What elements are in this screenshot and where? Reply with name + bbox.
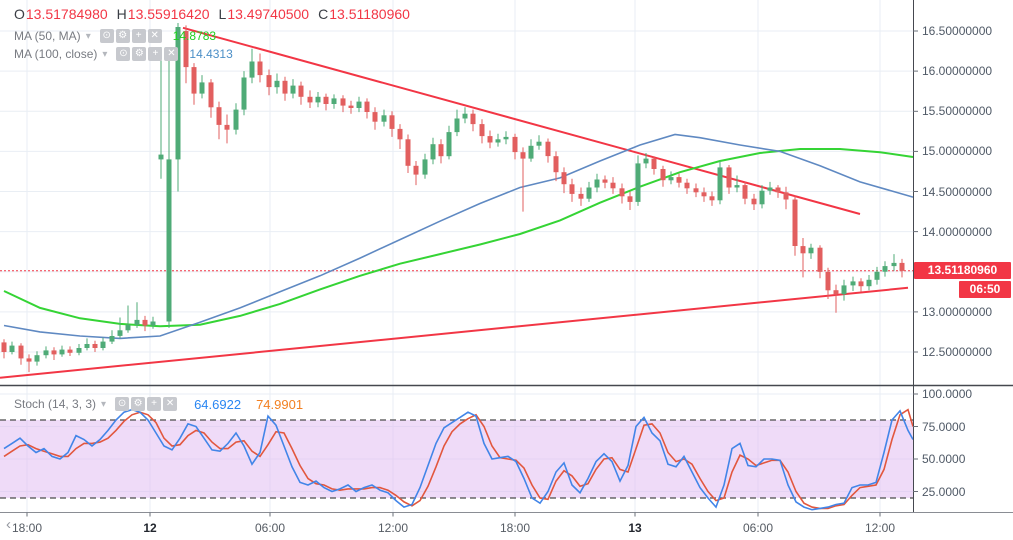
close-icon[interactable]: ✕ (164, 47, 179, 61)
chevron-down-icon[interactable]: ▾ (102, 48, 108, 60)
indicator-row-stoch[interactable]: Stoch (14, 3, 3) ▾ ⊙ ⚙ + ✕ 64.6922 74.9901 (14, 396, 303, 412)
low-value: L 13.49740500 (218, 6, 310, 22)
time-axis-label: 12:00 (377, 521, 409, 535)
ma100-buttons: ⊙ ⚙ + ✕ (116, 47, 179, 61)
price-axis-label: 16.00000000 (922, 64, 993, 79)
eye-icon[interactable]: ⊙ (99, 29, 114, 43)
eye-icon[interactable]: ⊙ (116, 47, 131, 61)
chevron-down-icon[interactable]: ▾ (85, 30, 91, 42)
price-axis-label: 15.50000000 (922, 104, 993, 119)
settings-icon[interactable]: ⚙ (115, 29, 130, 43)
time-axis-label: 12:00 (864, 521, 896, 535)
time-axis-label: 18:00 (499, 521, 531, 535)
high-value: H 13.55916420 (116, 6, 210, 22)
collapse-toolbar-icon[interactable]: ‹ (6, 516, 11, 533)
ohlc-legend: O 13.51784980 H 13.55916420 L 13.4974050… (14, 6, 410, 22)
close-value: C 13.51180960 (318, 6, 410, 22)
stoch-buttons: ⊙ ⚙ + ✕ (115, 397, 178, 411)
eye-icon[interactable]: ⊙ (115, 397, 130, 411)
trendline-drawings[interactable] (0, 26, 909, 379)
time-axis-label: 06:00 (254, 521, 286, 535)
ma100-value: 14.4313 (189, 47, 233, 61)
ma100-label: MA (100, close) (14, 47, 98, 61)
price-axis-label: 14.00000000 (922, 224, 993, 239)
stoch-d-value: 74.9901 (256, 396, 304, 412)
add-icon[interactable]: + (131, 29, 146, 43)
indicator-row-ma100[interactable]: MA (100, close) ▾ ⊙ ⚙ + ✕ 14.4313 (14, 46, 233, 62)
stoch-d-line (3, 408, 914, 510)
indicator-row-ma50[interactable]: MA (50, MA) ▾ ⊙ ⚙ + ✕ 14.8783 (14, 28, 216, 44)
chevron-down-icon[interactable]: ▾ (101, 398, 107, 410)
price-axis-label: 12.50000000 (922, 345, 993, 359)
time-axis-label: 12 (143, 521, 157, 535)
price-axis-label: 16.50000000 (922, 24, 993, 38)
ma50-buttons: ⊙ ⚙ + ✕ (99, 29, 162, 43)
add-icon[interactable]: + (147, 397, 162, 411)
price-axis-label: 14.50000000 (922, 184, 993, 199)
stoch-axis-label: 100.0000 (922, 387, 973, 401)
close-icon[interactable]: ✕ (163, 397, 178, 411)
close-icon[interactable]: ✕ (147, 29, 162, 43)
ma50-value: 14.8783 (172, 29, 217, 43)
last-price-badge: 13.51180960 (914, 262, 1011, 280)
close-label: C (318, 6, 329, 22)
time-axis-label: 13 (628, 521, 642, 535)
low-label: L (218, 6, 227, 22)
stoch-axis-label: 25.0000 (922, 484, 966, 499)
stoch-band (0, 419, 913, 499)
candlestick-series (1, 23, 905, 373)
high-label: H (116, 6, 127, 22)
stoch-label: Stoch (14, 3, 3) (14, 397, 97, 411)
ma50-line (3, 148, 914, 328)
stoch-axis-label: 75.0000 (922, 419, 966, 434)
time-axis-label: 18:00 (11, 521, 43, 535)
ma50-label: MA (50, MA) (14, 29, 81, 43)
stoch-k-line (3, 408, 914, 511)
price-axis-label: 15.00000000 (922, 144, 993, 159)
open-label: O (14, 6, 25, 22)
bar-countdown-badge: 06:50 (959, 280, 1011, 298)
stoch-k-value: 64.6922 (194, 396, 242, 412)
add-icon[interactable]: + (148, 47, 163, 61)
settings-icon[interactable]: ⚙ (131, 397, 146, 411)
price-axis-label: 13.00000000 (922, 304, 993, 319)
time-axis-label: 06:00 (742, 521, 774, 535)
ma100-line (3, 133, 914, 340)
settings-icon[interactable]: ⚙ (132, 47, 147, 61)
stoch-axis-label: 50.0000 (922, 452, 966, 466)
open-value: O 13.51784980 (14, 6, 108, 22)
